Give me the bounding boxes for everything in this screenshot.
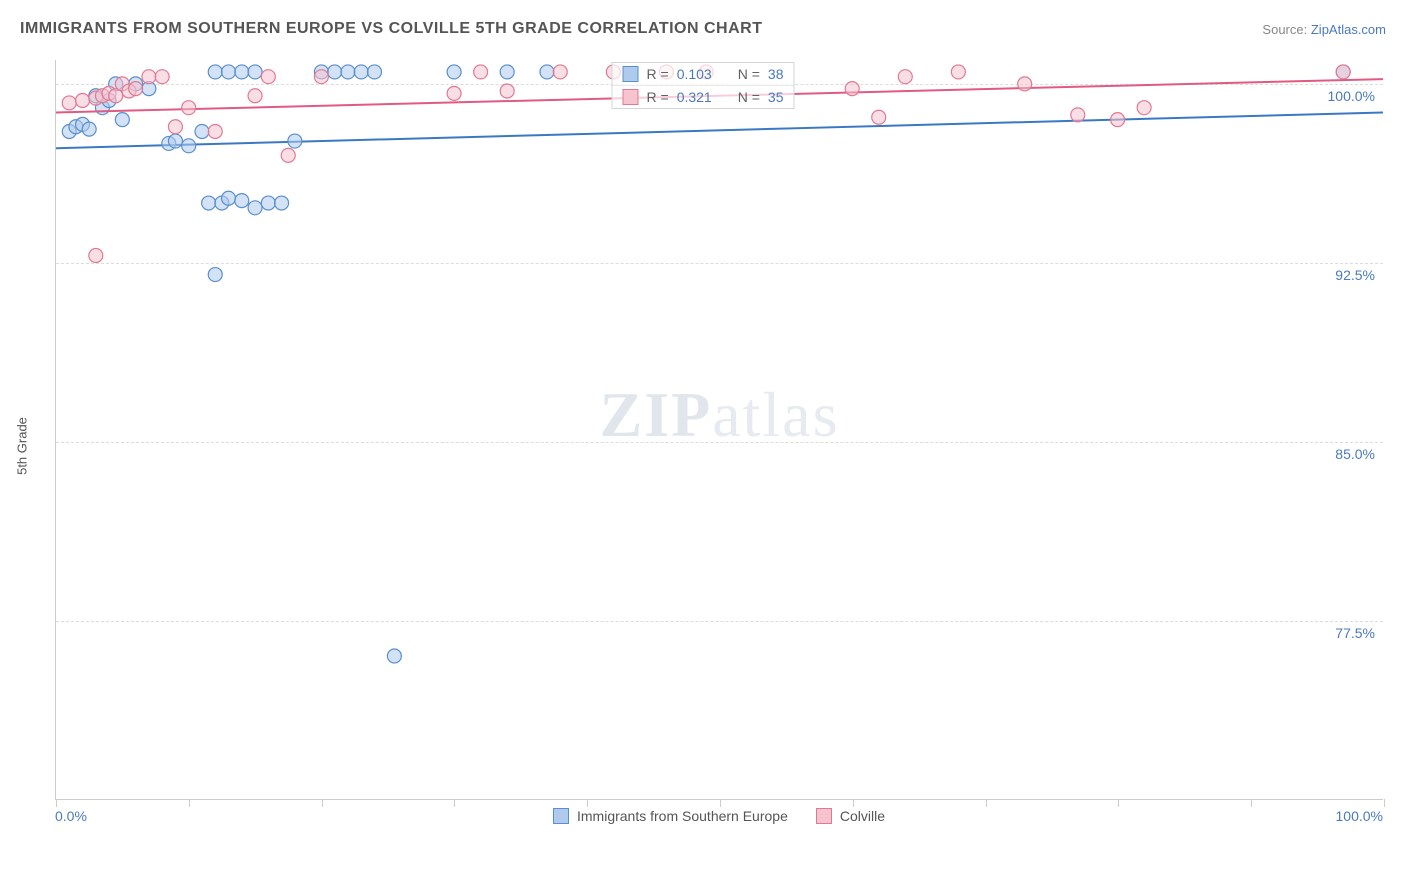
- data-point-pink: [1018, 77, 1032, 91]
- data-point-blue: [248, 201, 262, 215]
- legend-swatch-pink: [623, 89, 639, 105]
- data-point-blue: [261, 196, 275, 210]
- stat-r-value-blue: 0.103: [677, 66, 712, 82]
- legend-item-blue: Immigrants from Southern Europe: [553, 808, 788, 824]
- stat-n-value-blue: 38: [768, 66, 784, 82]
- data-point-pink: [168, 120, 182, 134]
- data-point-pink: [155, 70, 169, 84]
- legend-label-blue: Immigrants from Southern Europe: [577, 808, 788, 824]
- x-min-label: 0.0%: [55, 808, 87, 824]
- stat-r-label: R =: [647, 66, 669, 82]
- x-tick: [56, 799, 57, 807]
- stat-r-label: R =: [647, 89, 669, 105]
- x-tick: [986, 799, 987, 807]
- data-point-pink: [76, 94, 90, 108]
- data-point-blue: [367, 65, 381, 79]
- data-point-pink: [500, 84, 514, 98]
- data-point-pink: [474, 65, 488, 79]
- chart-svg: [56, 60, 1383, 799]
- data-point-blue: [208, 268, 222, 282]
- plot-area: ZIPatlas 100.0%92.5%85.0%77.5%: [55, 60, 1383, 800]
- data-point-pink: [142, 70, 156, 84]
- stat-n-label: N =: [738, 89, 760, 105]
- plot-inner: 100.0%92.5%85.0%77.5%: [56, 60, 1383, 799]
- data-point-pink: [89, 248, 103, 262]
- stats-box: R = 0.103 N = 38 R = 0.321 N = 35: [612, 62, 795, 109]
- data-point-blue: [202, 196, 216, 210]
- data-point-blue: [500, 65, 514, 79]
- data-point-pink: [1111, 113, 1125, 127]
- data-point-blue: [288, 134, 302, 148]
- data-point-pink: [248, 89, 262, 103]
- bottom-legend: Immigrants from Southern Europe Colville: [553, 808, 885, 824]
- data-point-pink: [129, 82, 143, 96]
- data-point-blue: [540, 65, 554, 79]
- x-tick: [189, 799, 190, 807]
- legend-item-pink: Colville: [816, 808, 885, 824]
- stats-row-blue: R = 0.103 N = 38: [613, 63, 794, 86]
- data-point-blue: [115, 113, 129, 127]
- legend-swatch-pink: [816, 808, 832, 824]
- data-point-pink: [62, 96, 76, 110]
- legend-swatch-blue: [553, 808, 569, 824]
- data-point-blue: [182, 139, 196, 153]
- x-tick: [454, 799, 455, 807]
- x-tick: [1118, 799, 1119, 807]
- source-link[interactable]: ZipAtlas.com: [1311, 22, 1386, 37]
- legend-label-pink: Colville: [840, 808, 885, 824]
- data-point-blue: [248, 65, 262, 79]
- trend-line-blue: [56, 112, 1383, 148]
- data-point-pink: [872, 110, 886, 124]
- data-point-blue: [208, 65, 222, 79]
- data-point-blue: [222, 65, 236, 79]
- stats-row-pink: R = 0.321 N = 35: [613, 86, 794, 108]
- data-point-blue: [168, 134, 182, 148]
- x-tick: [720, 799, 721, 807]
- data-point-blue: [82, 122, 96, 136]
- data-point-pink: [182, 101, 196, 115]
- data-point-pink: [1071, 108, 1085, 122]
- x-tick: [1251, 799, 1252, 807]
- x-max-label: 100.0%: [1336, 808, 1383, 824]
- data-point-blue: [222, 191, 236, 205]
- chart-header: IMMIGRANTS FROM SOUTHERN EUROPE VS COLVI…: [20, 20, 1386, 38]
- x-axis-area: 0.0% Immigrants from Southern Europe Col…: [55, 808, 1383, 838]
- data-point-pink: [553, 65, 567, 79]
- x-tick: [322, 799, 323, 807]
- data-point-blue: [354, 65, 368, 79]
- data-point-pink: [845, 82, 859, 96]
- data-point-blue: [235, 194, 249, 208]
- data-point-blue: [328, 65, 342, 79]
- data-point-pink: [447, 86, 461, 100]
- data-point-pink: [1137, 101, 1151, 115]
- source-credit: Source: ZipAtlas.com: [1262, 22, 1386, 37]
- y-axis-label: 5th Grade: [15, 417, 30, 475]
- data-point-blue: [387, 649, 401, 663]
- data-point-pink: [898, 70, 912, 84]
- data-point-blue: [195, 125, 209, 139]
- data-point-pink: [314, 70, 328, 84]
- data-point-blue: [275, 196, 289, 210]
- legend-swatch-blue: [623, 66, 639, 82]
- x-tick: [1384, 799, 1385, 807]
- data-point-pink: [261, 70, 275, 84]
- x-tick: [853, 799, 854, 807]
- x-tick: [587, 799, 588, 807]
- chart-title: IMMIGRANTS FROM SOUTHERN EUROPE VS COLVI…: [20, 20, 762, 38]
- stat-n-label: N =: [738, 66, 760, 82]
- data-point-blue: [235, 65, 249, 79]
- data-point-blue: [341, 65, 355, 79]
- data-point-pink: [281, 148, 295, 162]
- data-point-pink: [208, 125, 222, 139]
- data-point-blue: [447, 65, 461, 79]
- data-point-pink: [951, 65, 965, 79]
- source-label: Source:: [1262, 22, 1307, 37]
- data-point-pink: [1336, 65, 1350, 79]
- stat-r-value-pink: 0.321: [677, 89, 712, 105]
- stat-n-value-pink: 35: [768, 89, 784, 105]
